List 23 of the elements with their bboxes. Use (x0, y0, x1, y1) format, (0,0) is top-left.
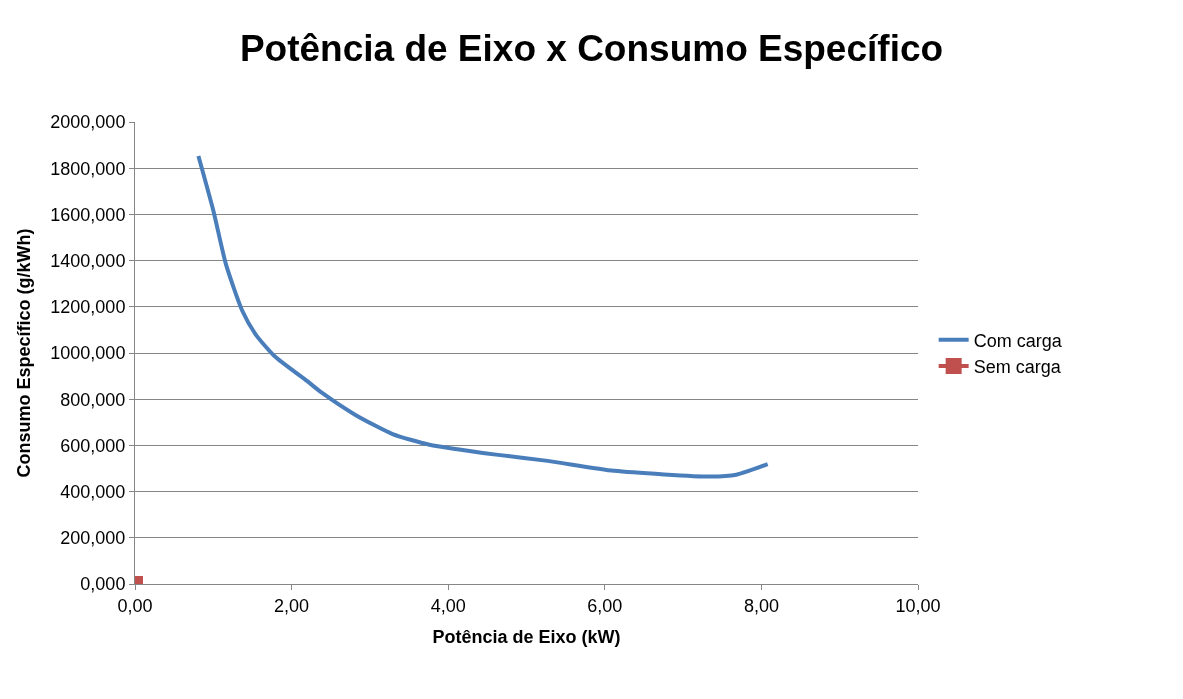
legend-label: Com carga (973, 330, 1063, 351)
y-tick-label: 400,000 (60, 481, 126, 502)
y-tick-label: 1200,000 (50, 297, 126, 318)
y-tick-label: 2000,000 (50, 112, 126, 133)
x-tick-label: 10,00 (895, 595, 941, 616)
y-tick-label: 600,000 (60, 435, 126, 456)
y-axis-title: Consumo Específico (g/kWh) (13, 228, 34, 478)
x-tick-label: 6,00 (587, 595, 623, 616)
y-tick-label: 1000,000 (50, 343, 126, 364)
line-series (196, 153, 770, 479)
y-tick-label: 1800,000 (50, 158, 126, 179)
x-axis-title: Potência de Eixo (kW) (432, 626, 621, 647)
y-tick-label: 0,000 (80, 574, 126, 595)
y-tick-label: 1600,000 (50, 204, 126, 225)
y-tick-label: 800,000 (60, 389, 126, 410)
legend-label: Sem carga (973, 357, 1062, 378)
x-tick-label: 0,00 (117, 595, 153, 616)
chart-title: Potência de Eixo x Consumo Específico (239, 27, 944, 69)
y-tick-label: 200,000 (60, 528, 126, 549)
x-tick-label: 4,00 (430, 595, 466, 616)
x-tick-label: 8,00 (743, 595, 779, 616)
y-tick-label: 1400,000 (50, 250, 126, 271)
x-tick-label: 2,00 (274, 595, 310, 616)
